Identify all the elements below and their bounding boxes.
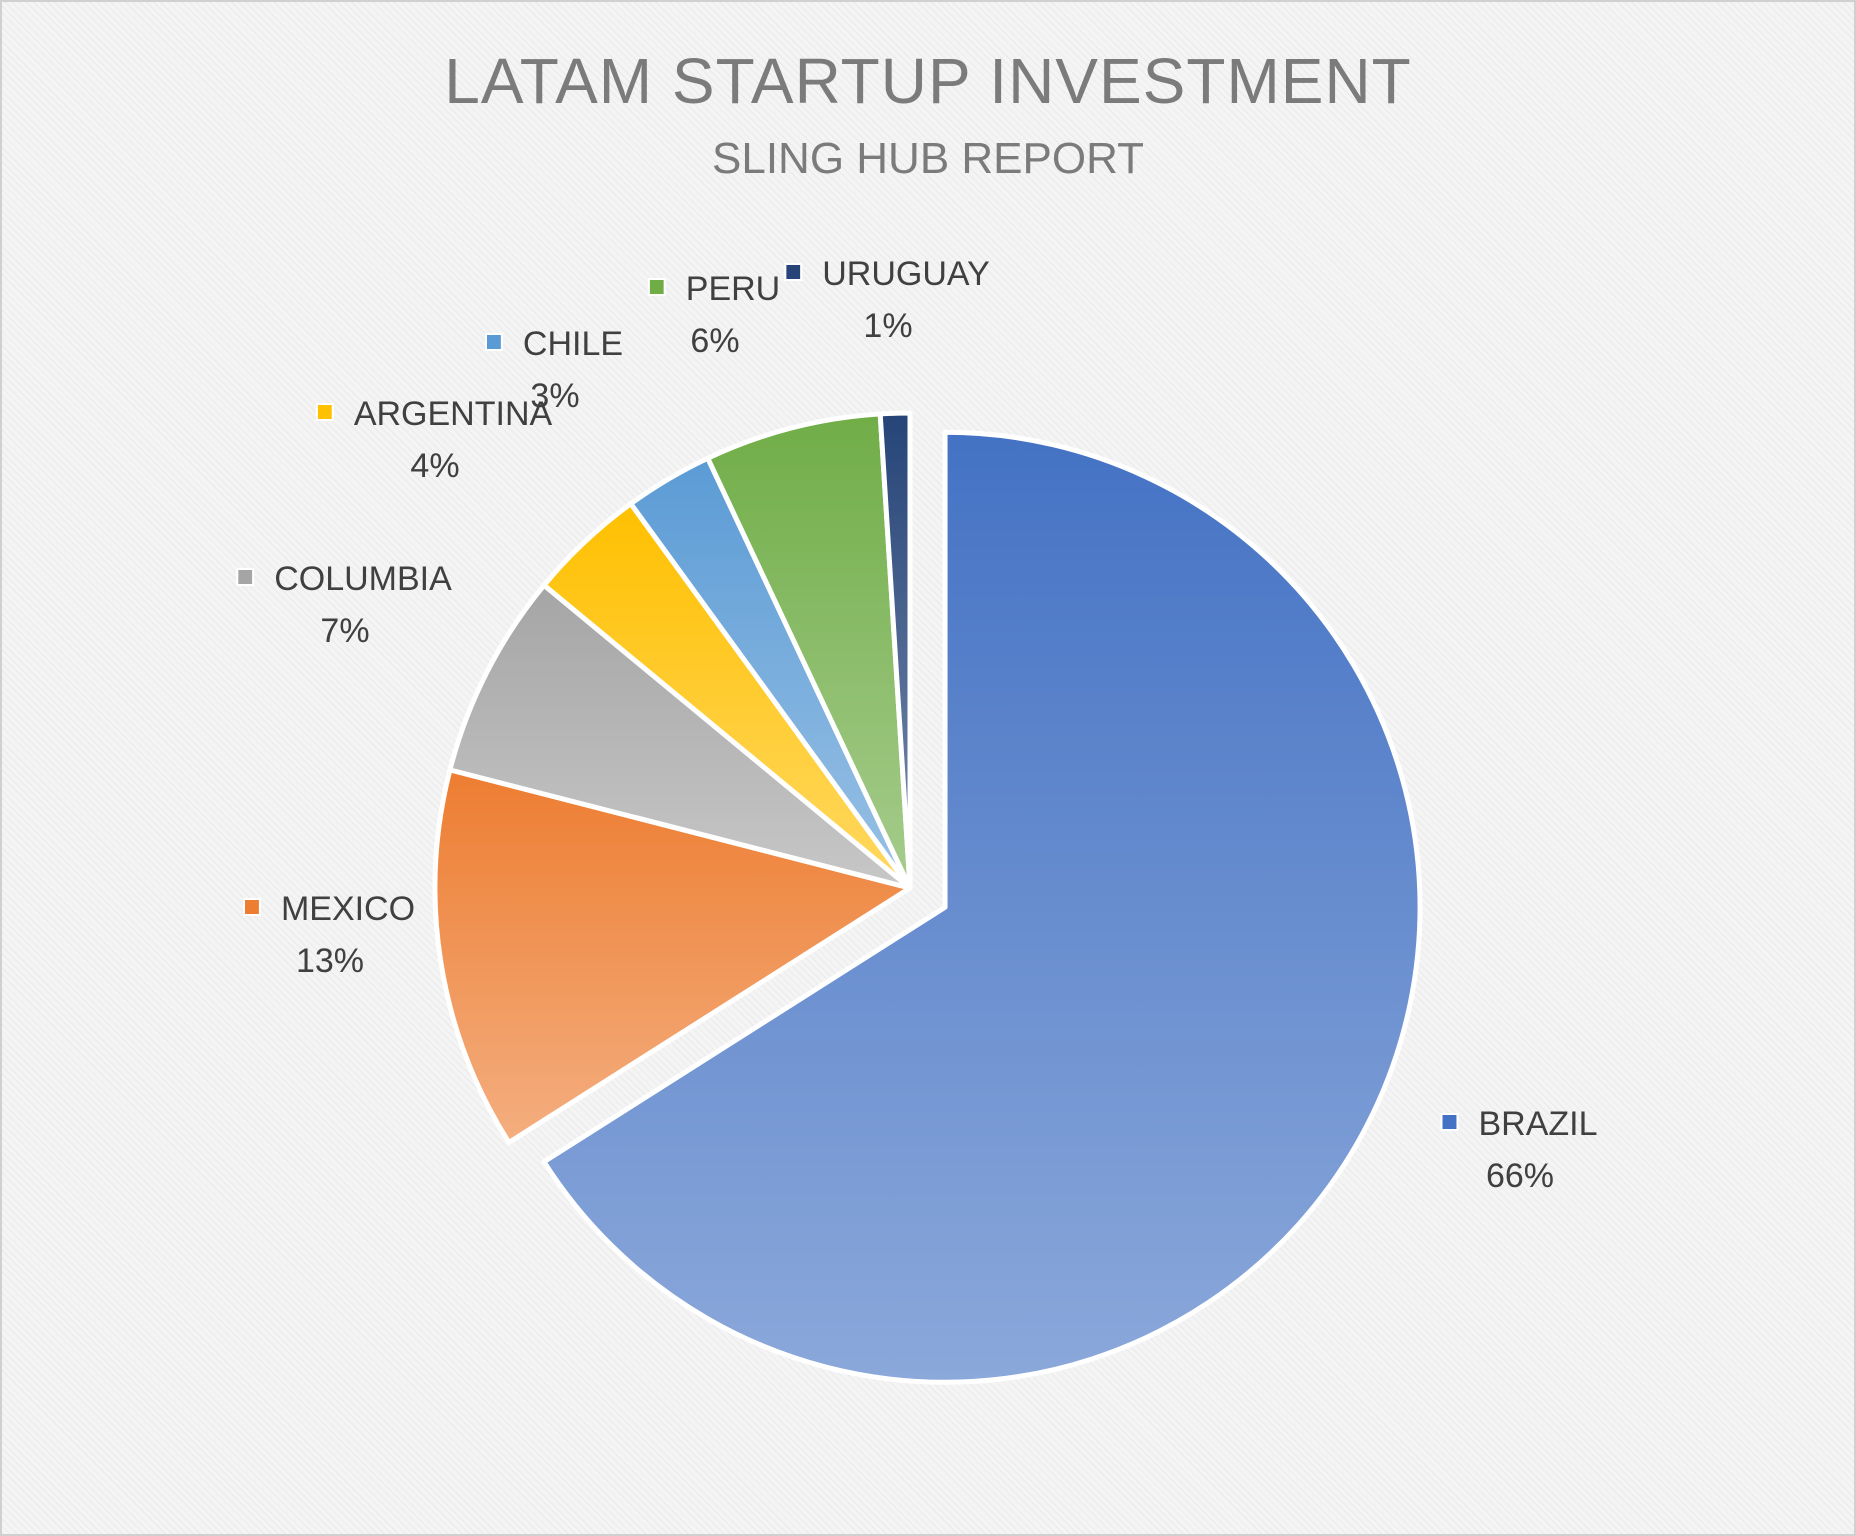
category-label: ARGENTINA	[353, 395, 553, 433]
category-label: PERU	[685, 270, 781, 308]
category-label: CHILE	[522, 325, 624, 363]
data-label-columbia: COLUMBIA 7%	[236, 553, 452, 657]
legend-key-brazil	[1440, 1113, 1459, 1132]
category-label: COLUMBIA	[274, 560, 452, 598]
chart-title: LATAM STARTUP INVESTMENT	[444, 45, 1412, 117]
pie-slice-peru	[705, 411, 913, 891]
pie-slice-columbia	[447, 582, 913, 891]
percent-label: 66%	[1485, 1157, 1555, 1195]
category-label: MEXICO	[280, 890, 416, 928]
legend-key-uruguay	[784, 263, 803, 282]
percent-label: 3%	[530, 377, 580, 415]
data-label-mexico: MEXICO 13%	[242, 883, 416, 987]
percent-label: 6%	[690, 322, 740, 360]
percent-label: 4%	[410, 447, 460, 485]
legend-key-argentina	[315, 403, 334, 422]
legend-key-peru	[647, 278, 666, 297]
data-label-uruguay: URUGUAY 1%	[784, 248, 990, 352]
data-label-brazil: BRAZIL 66%	[1440, 1098, 1598, 1202]
legend-key-columbia	[236, 568, 255, 587]
category-label: BRAZIL	[1478, 1105, 1598, 1143]
legend-key-mexico	[242, 898, 261, 917]
legend-key-chile	[484, 333, 503, 352]
data-label-argentina: ARGENTINA 4%	[315, 388, 553, 492]
percent-label: 1%	[863, 307, 913, 345]
pie-slice-uruguay	[877, 410, 913, 891]
data-label-peru: PERU 6%	[647, 263, 781, 367]
data-label-chile: CHILE 3%	[484, 318, 624, 422]
chart-subtitle: SLING HUB REPORT	[712, 134, 1144, 183]
category-label: URUGUAY	[822, 255, 990, 293]
percent-label: 13%	[295, 942, 365, 980]
pie-slice-mexico	[432, 767, 913, 1146]
pie-slice-brazil	[541, 429, 1423, 1385]
percent-label: 7%	[320, 612, 370, 650]
